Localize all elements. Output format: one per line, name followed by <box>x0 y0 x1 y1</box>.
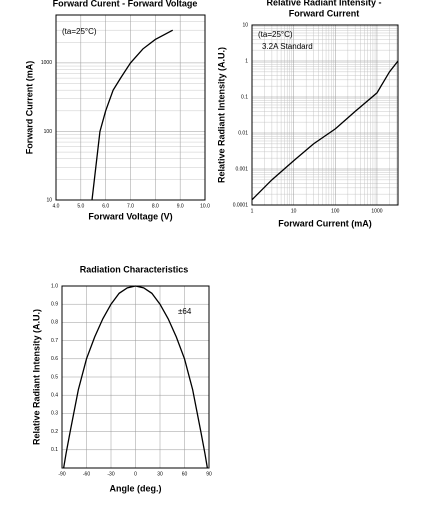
y-tick-label: 0.6 <box>51 356 58 362</box>
x-tick-label: 4.0 <box>53 203 60 209</box>
annotation: (ta=25°C) <box>258 30 293 39</box>
x-tick-label: 10 <box>291 208 297 214</box>
y-tick-label: 0.5 <box>51 374 58 380</box>
y-tick-label: 1000 <box>41 60 52 66</box>
x-tick-label: 1 <box>251 208 254 214</box>
chart-title: Forward Curent - Forward Voltage <box>53 0 198 8</box>
x-tick-label: 1000 <box>371 208 382 214</box>
x-tick-label: 9.0 <box>177 203 184 209</box>
y-tick-label: 0.1 <box>51 447 58 453</box>
chart-title: Relative Radiant Intensity - <box>266 0 381 7</box>
annotation: (ta=25°C) <box>62 27 97 36</box>
x-axis-label: Forward Current (mA) <box>278 218 372 228</box>
x-tick-label: -90 <box>58 471 65 477</box>
chart-title: Forward Current <box>289 8 360 18</box>
x-tick-label: 5.0 <box>77 203 84 209</box>
plot-frame <box>55 14 206 201</box>
y-tick-label: 0.1 <box>241 94 248 100</box>
y-tick-label: 10 <box>242 22 248 28</box>
plot-frame <box>251 24 399 206</box>
y-tick-label: 1 <box>245 58 248 64</box>
y-tick-label: 0.001 <box>235 166 248 172</box>
y-tick-label: 0.8 <box>51 320 58 326</box>
x-tick-label: -60 <box>83 471 90 477</box>
y-tick-label: 10 <box>46 197 52 203</box>
x-tick-label: 60 <box>182 471 188 477</box>
data-line <box>251 60 399 201</box>
annotation: 3.2A Standard <box>262 42 313 51</box>
x-tick-label: 6.0 <box>102 203 109 209</box>
annotation: ±64 <box>178 307 192 316</box>
y-tick-label: 0.4 <box>51 393 58 399</box>
data-line <box>62 285 209 469</box>
y-tick-label: 0.3 <box>51 411 58 417</box>
y-tick-label: 0.7 <box>51 338 58 344</box>
x-tick-label: -30 <box>107 471 114 477</box>
x-tick-label: 10.0 <box>200 203 210 209</box>
x-tick-label: 7.0 <box>127 203 134 209</box>
x-axis-label: Angle (deg.) <box>110 483 162 493</box>
y-tick-label: 0.9 <box>51 302 58 308</box>
y-axis-label: Relative Radiant Intensity (A.U.) <box>31 309 41 445</box>
x-tick-label: 100 <box>331 208 340 214</box>
y-axis-label: Forward Current (mA) <box>24 61 34 155</box>
y-tick-label: 0.0001 <box>233 202 249 208</box>
y-tick-label: 0.01 <box>238 130 248 136</box>
y-tick-label: 0.2 <box>51 429 58 435</box>
chart-title: Radiation Characteristics <box>80 264 189 274</box>
y-tick-label: 1.0 <box>51 283 58 289</box>
x-tick-label: 90 <box>206 471 212 477</box>
x-tick-label: 8.0 <box>152 203 159 209</box>
x-axis-label: Forward Voltage (V) <box>88 211 172 221</box>
y-axis-label: Relative Radiant Intensity (A.U.) <box>216 47 226 183</box>
x-tick-label: 0 <box>134 471 137 477</box>
y-tick-label: 100 <box>44 129 53 135</box>
x-tick-label: 30 <box>157 471 163 477</box>
data-line <box>91 29 174 201</box>
